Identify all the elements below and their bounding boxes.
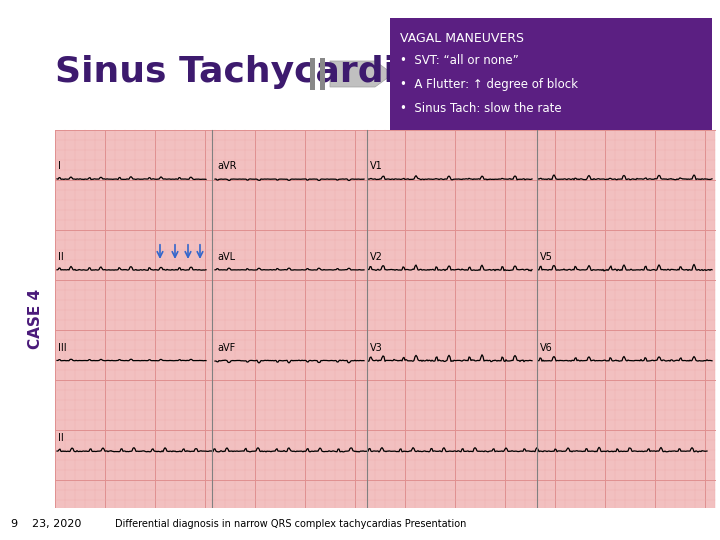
FancyBboxPatch shape <box>0 508 720 540</box>
Text: V3: V3 <box>370 342 383 353</box>
Text: III: III <box>58 342 67 353</box>
FancyArrow shape <box>330 61 393 87</box>
Text: V6: V6 <box>540 342 553 353</box>
Text: II: II <box>58 433 64 443</box>
Text: Differential diagnosis in narrow QRS complex tachycardias Presentation: Differential diagnosis in narrow QRS com… <box>115 519 467 529</box>
Text: V2: V2 <box>370 252 383 262</box>
FancyBboxPatch shape <box>55 130 715 508</box>
FancyBboxPatch shape <box>310 58 315 90</box>
FancyBboxPatch shape <box>390 18 712 130</box>
FancyBboxPatch shape <box>0 0 720 135</box>
Text: aVR: aVR <box>217 161 236 171</box>
Text: •  SVT: “all or none”: • SVT: “all or none” <box>400 54 518 67</box>
Text: •  A Flutter: ↑ degree of block: • A Flutter: ↑ degree of block <box>400 78 578 91</box>
Text: V1: V1 <box>370 161 383 171</box>
Text: 23, 2020: 23, 2020 <box>32 519 81 529</box>
Text: 9: 9 <box>10 519 17 529</box>
Text: II: II <box>58 252 64 262</box>
Text: VAGAL MANEUVERS: VAGAL MANEUVERS <box>400 32 524 45</box>
Text: V5: V5 <box>540 252 553 262</box>
Text: I: I <box>58 161 61 171</box>
Text: CASE 4: CASE 4 <box>27 289 42 349</box>
Polygon shape <box>74 0 240 200</box>
Polygon shape <box>37 0 149 118</box>
Text: •  Sinus Tach: slow the rate: • Sinus Tach: slow the rate <box>400 102 562 115</box>
Text: Sinus Tachycardia: Sinus Tachycardia <box>55 55 420 89</box>
Text: aVF: aVF <box>217 342 235 353</box>
FancyBboxPatch shape <box>320 58 325 90</box>
Polygon shape <box>149 0 340 268</box>
Text: aVL: aVL <box>217 252 235 262</box>
